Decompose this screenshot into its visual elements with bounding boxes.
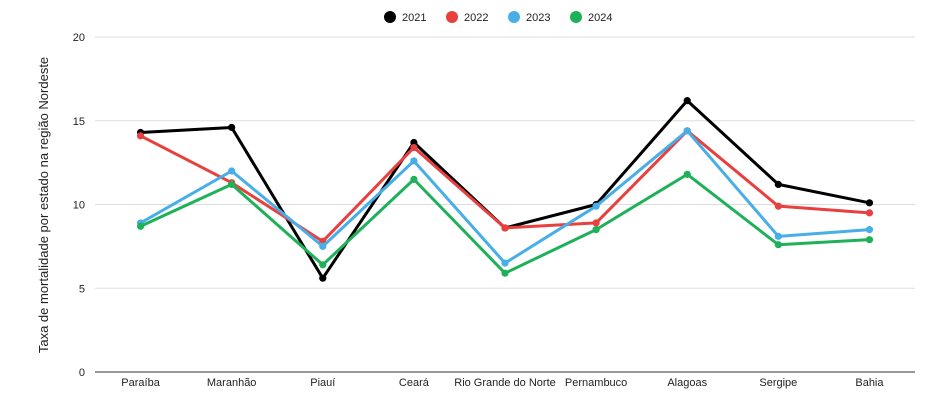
series-2023	[136, 127, 874, 267]
x-tick-label: Bahia	[855, 377, 884, 389]
legend-item: 2023	[508, 11, 550, 24]
data-point	[683, 97, 691, 105]
data-point	[683, 127, 691, 135]
x-tick-label: Sergipe	[759, 377, 797, 389]
data-point	[410, 143, 418, 152]
x-tick-label: Rio Grande do Norte	[454, 377, 556, 389]
legend-label: 2022	[464, 12, 488, 24]
y-tick-label: 5	[79, 283, 85, 295]
y-tick-label: 0	[79, 367, 85, 379]
data-point	[592, 226, 600, 234]
data-point	[410, 138, 418, 147]
legend-item: 2024	[570, 11, 612, 24]
x-tick-label: Pernambuco	[565, 377, 627, 389]
series-lines	[136, 97, 874, 282]
y-tick-label: 10	[73, 200, 85, 212]
legend: 2021 2022 2023 2024	[384, 11, 612, 24]
y-tick-label: 20	[73, 32, 85, 44]
data-point	[865, 226, 874, 234]
x-tick-label: Piauí	[310, 377, 335, 389]
data-point	[774, 180, 782, 188]
data-point	[774, 202, 782, 210]
legend-item: 2021	[384, 11, 426, 24]
data-point	[501, 269, 509, 277]
legend-marker	[508, 11, 520, 23]
x-tick-label: Paraíba	[121, 377, 160, 389]
legend-item: 2022	[446, 11, 488, 24]
series-2022	[136, 127, 874, 245]
data-point	[410, 175, 418, 183]
data-point	[865, 199, 874, 207]
y-tick-label: 15	[73, 116, 85, 128]
data-point	[501, 259, 509, 267]
data-point	[865, 236, 874, 244]
data-point	[228, 167, 236, 175]
data-point	[592, 202, 600, 210]
gridlines	[95, 36, 915, 373]
legend-label: 2024	[588, 12, 612, 24]
y-axis-title: Taxa de mortalidade por estado na região…	[36, 57, 51, 353]
legend-marker	[446, 11, 458, 23]
series-line	[139, 129, 871, 265]
data-point	[319, 261, 327, 269]
legend-label: 2021	[402, 12, 426, 24]
data-point	[774, 232, 782, 240]
x-tick-label: Alagoas	[667, 377, 707, 389]
data-point	[410, 157, 418, 165]
data-point	[774, 241, 782, 249]
legend-marker	[570, 11, 582, 23]
data-point	[865, 209, 874, 217]
data-point	[136, 222, 145, 230]
series-2024	[136, 170, 874, 277]
data-point	[592, 219, 600, 227]
x-tick-label: Maranhão	[207, 377, 257, 389]
series-2021	[136, 97, 874, 282]
y-axis-ticks: 0 5 10 15 20	[73, 32, 85, 379]
data-point	[228, 123, 236, 132]
data-point	[319, 242, 327, 250]
data-point	[683, 170, 691, 178]
legend-marker	[384, 11, 396, 23]
data-point	[228, 180, 236, 188]
legend-label: 2023	[526, 12, 550, 24]
data-point	[501, 224, 509, 232]
data-point	[136, 132, 145, 140]
x-tick-label: Ceará	[399, 377, 430, 389]
data-point	[319, 274, 327, 282]
x-axis-ticks: Paraíba Maranhão Piauí Ceará Rio Grande do N…	[121, 377, 884, 389]
